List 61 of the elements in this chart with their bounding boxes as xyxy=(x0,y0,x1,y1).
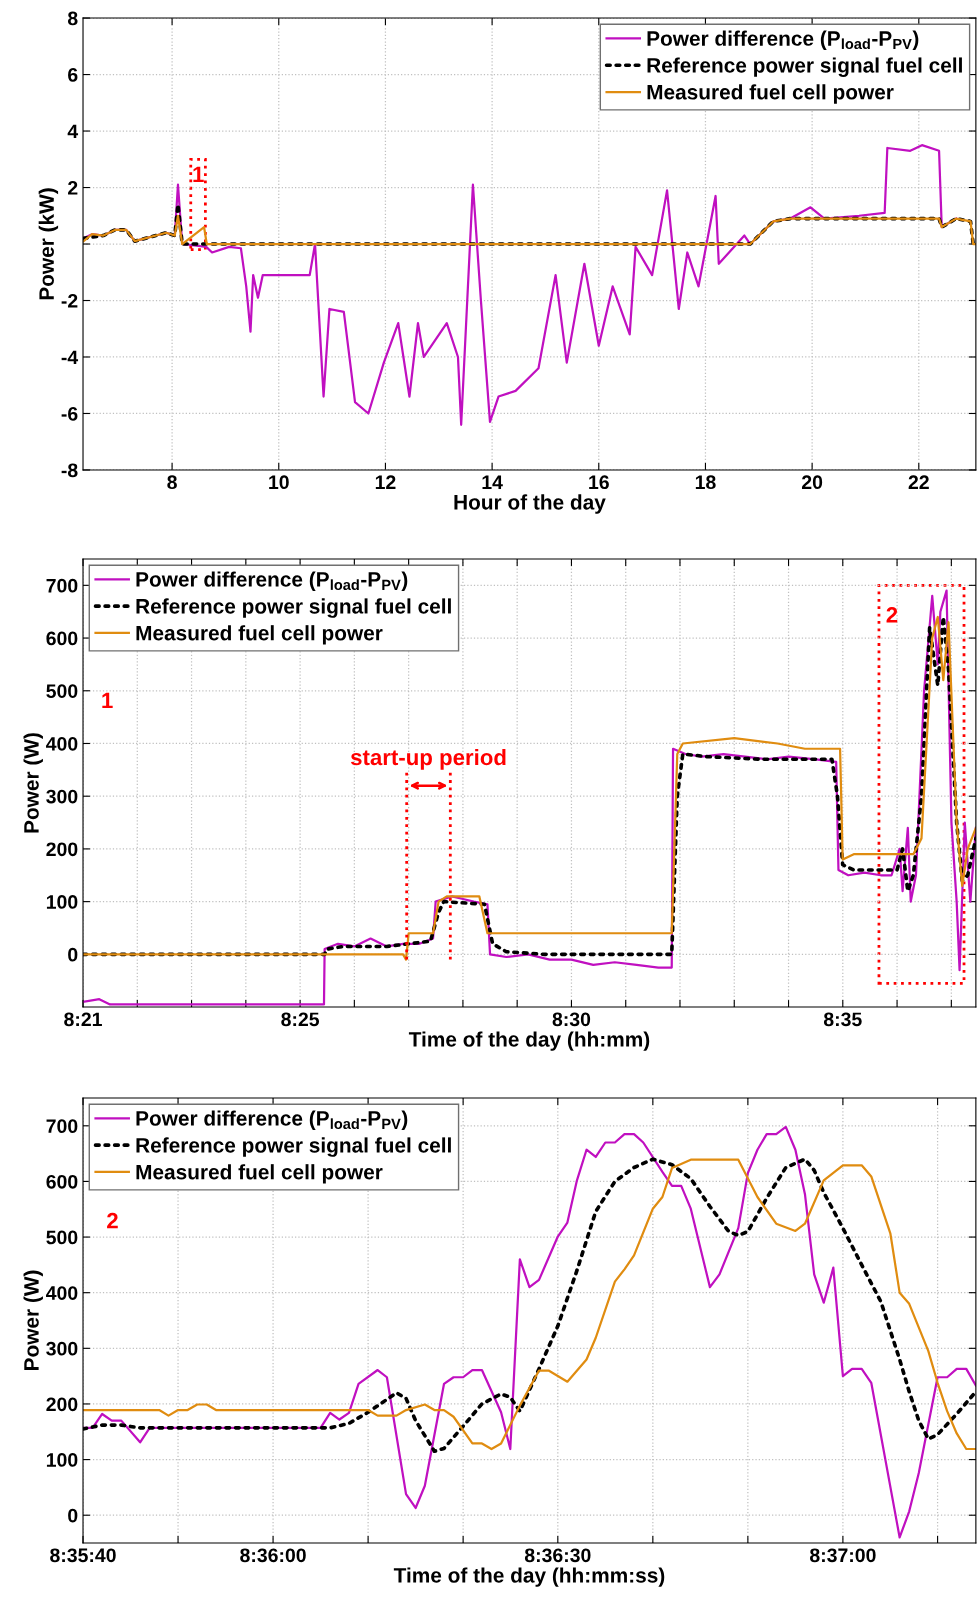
x-tick-label: 8:30 xyxy=(552,1012,591,1027)
y-tick-label: 8 xyxy=(67,11,78,26)
y-tick-label: 6 xyxy=(68,68,78,82)
legend-label: Power difference (P$_{load}$-P$_{PV}$) xyxy=(136,571,408,591)
y-tick-label: 600 xyxy=(46,1174,78,1189)
x-tick-label: 12 xyxy=(375,475,396,489)
y-axis-title: Power (W) xyxy=(23,1270,43,1371)
y-tick-label: 500 xyxy=(46,684,78,699)
x-tick-label: 14 xyxy=(482,475,503,489)
y-tick-label: -8 xyxy=(61,463,78,478)
y-tick-label: 300 xyxy=(46,789,78,804)
legend-label: Reference power signal fuel cell xyxy=(136,598,451,618)
y-tick-label: 200 xyxy=(46,842,78,857)
legend-label: Measured fuel cell power xyxy=(136,625,383,645)
legend-label: Power difference (P$_{load}$-P$_{PV}$) xyxy=(136,1110,408,1130)
annotation: 1 xyxy=(102,692,113,709)
x-tick-label: 10 xyxy=(269,475,289,490)
y-axis-title: Power (kW) xyxy=(38,188,59,300)
y-tick-label: -4 xyxy=(61,350,79,365)
annotation: start-up period xyxy=(350,748,506,770)
x-tick-label: 18 xyxy=(695,475,716,490)
y-tick-label: 0 xyxy=(68,947,78,962)
y-tick-label: 4 xyxy=(67,124,79,139)
x-tick-label: 16 xyxy=(589,475,609,490)
y-tick-label: 100 xyxy=(46,1453,78,1467)
line-series xyxy=(83,214,976,246)
x-axis-title: Time of the day (hh:mm) xyxy=(408,1031,650,1051)
annotation: 1 xyxy=(193,166,204,182)
x-tick-label: 8:21 xyxy=(64,1012,102,1027)
x-tick-label: 8:35 xyxy=(823,1012,862,1027)
x-tick-label: 8:25 xyxy=(281,1012,320,1027)
x-axis-title: Hour of the day xyxy=(454,494,606,514)
y-tick-label: 200 xyxy=(46,1397,78,1412)
y-tick-label: 700 xyxy=(46,578,78,593)
y-tick-label: 700 xyxy=(46,1119,78,1134)
x-tick-label: 8:37:00 xyxy=(810,1548,876,1563)
legend-label: Reference power signal fuel cell xyxy=(136,1137,451,1157)
y-tick-label: 300 xyxy=(46,1341,78,1356)
x-tick-label: 8 xyxy=(167,475,177,490)
annotation: 2 xyxy=(107,1212,118,1229)
y-tick-label: 600 xyxy=(46,631,78,646)
legend-label: Measured fuel cell power xyxy=(647,84,894,104)
annotation: 2 xyxy=(886,607,898,623)
y-tick-label: 100 xyxy=(46,895,78,909)
x-tick-label: 22 xyxy=(908,475,929,489)
y-tick-label: 0 xyxy=(68,1508,78,1523)
y-axis-title: Power (W) xyxy=(23,733,43,833)
y-tick-label: 400 xyxy=(46,736,78,751)
x-tick-label: 8:36:30 xyxy=(524,1548,591,1563)
x-tick-label: 8:36:00 xyxy=(240,1548,306,1563)
x-tick-label: 20 xyxy=(801,475,823,490)
y-tick-label: -6 xyxy=(61,406,78,421)
y-tick-label: 400 xyxy=(46,1286,78,1300)
y-tick-label: 500 xyxy=(46,1230,78,1245)
x-tick-label: 8:35:40 xyxy=(50,1548,116,1563)
y-tick-label: -2 xyxy=(61,293,78,308)
legend-label: Power difference (P$_{load}$-P$_{PV}$) xyxy=(647,30,919,50)
y-tick-label: 2 xyxy=(68,180,78,195)
x-axis-title: Time of the day (hh:mm:ss) xyxy=(393,1567,665,1587)
legend-label: Measured fuel cell power xyxy=(136,1164,383,1184)
legend-label: Reference power signal fuel cell xyxy=(647,57,962,77)
